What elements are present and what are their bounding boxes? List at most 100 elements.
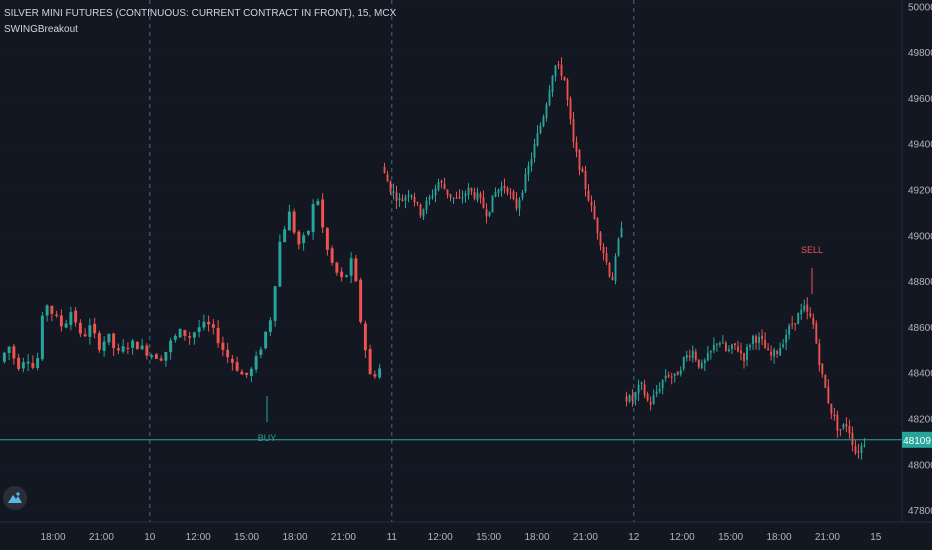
candle[interactable] [249, 366, 253, 382]
candle[interactable] [207, 315, 211, 332]
candle[interactable] [691, 345, 694, 363]
candle[interactable] [655, 385, 658, 398]
candle[interactable] [416, 201, 419, 206]
candle[interactable] [2, 351, 6, 364]
candle[interactable] [548, 85, 551, 107]
candle[interactable] [302, 232, 306, 251]
indicator-name[interactable]: SWINGBreakout [4, 24, 78, 35]
candle[interactable] [297, 229, 301, 250]
time-axis[interactable]: 18:00 21:00 10 12:00 15:00 18:00 21:00 11 12:00 1… [0, 521, 932, 543]
candle[interactable] [821, 363, 824, 378]
candle[interactable] [779, 342, 782, 356]
candle[interactable] [637, 379, 640, 402]
candle[interactable] [268, 317, 272, 336]
candle[interactable] [126, 342, 130, 355]
candle[interactable] [824, 374, 827, 389]
candle[interactable] [363, 320, 367, 358]
candle[interactable] [226, 342, 230, 363]
candle[interactable] [330, 245, 334, 266]
candle[interactable] [494, 187, 497, 198]
candle[interactable] [842, 423, 845, 430]
candle[interactable] [812, 313, 815, 329]
candle[interactable] [55, 310, 59, 318]
candle[interactable] [188, 331, 192, 345]
candle[interactable] [643, 379, 646, 399]
candle[interactable] [727, 345, 730, 353]
candle[interactable] [854, 439, 857, 456]
candle[interactable] [860, 442, 863, 460]
candle[interactable] [673, 373, 676, 383]
candle[interactable] [443, 177, 446, 190]
candle[interactable] [605, 246, 608, 265]
candle[interactable] [527, 161, 530, 182]
candle[interactable] [752, 334, 754, 350]
candle[interactable] [59, 309, 63, 332]
candle[interactable] [721, 334, 724, 344]
candle[interactable] [410, 194, 413, 200]
candle[interactable] [392, 183, 395, 200]
candle[interactable] [551, 75, 554, 97]
candle[interactable] [93, 317, 97, 339]
candle[interactable] [458, 189, 461, 200]
candle[interactable] [278, 234, 282, 288]
candle[interactable] [340, 267, 344, 282]
candle[interactable] [679, 366, 682, 377]
candle[interactable] [45, 304, 49, 322]
candle[interactable] [664, 369, 667, 382]
candle[interactable] [587, 184, 590, 202]
candle[interactable] [292, 208, 296, 235]
candle[interactable] [500, 181, 503, 197]
candle[interactable] [634, 391, 637, 406]
candle[interactable] [809, 307, 812, 319]
candle[interactable] [31, 355, 35, 370]
candle[interactable] [449, 193, 452, 202]
candle[interactable] [596, 217, 599, 240]
candle[interactable] [857, 444, 860, 459]
candle[interactable] [389, 180, 392, 195]
candle[interactable] [395, 185, 398, 209]
candle[interactable] [202, 314, 206, 331]
candle[interactable] [64, 319, 68, 329]
candle[interactable] [569, 96, 572, 125]
candle[interactable] [718, 341, 721, 348]
candle[interactable] [116, 343, 120, 355]
candle[interactable] [404, 194, 407, 209]
candle[interactable] [827, 379, 830, 405]
candle[interactable] [697, 359, 700, 370]
candle[interactable] [7, 346, 11, 361]
candle[interactable] [482, 190, 485, 209]
candle[interactable] [782, 339, 785, 349]
candle[interactable] [140, 338, 144, 351]
candle[interactable] [470, 187, 473, 195]
candle[interactable] [425, 196, 428, 215]
candle[interactable] [755, 334, 757, 350]
candle[interactable] [386, 170, 389, 182]
candle[interactable] [17, 353, 21, 371]
candle[interactable] [524, 168, 527, 193]
candle[interactable] [578, 149, 581, 176]
candle[interactable] [150, 353, 154, 360]
candle[interactable] [758, 332, 760, 351]
candle[interactable] [419, 203, 422, 218]
candle[interactable] [845, 417, 848, 433]
candle[interactable] [767, 343, 770, 351]
candle[interactable] [620, 221, 623, 238]
candle[interactable] [21, 357, 25, 373]
candle[interactable] [602, 243, 605, 261]
candle[interactable] [283, 226, 287, 243]
candle[interactable] [407, 189, 410, 203]
candle[interactable] [658, 382, 661, 394]
candle[interactable] [530, 152, 533, 172]
candle[interactable] [461, 190, 464, 204]
candle[interactable] [216, 320, 220, 348]
candle[interactable] [806, 297, 809, 320]
candle[interactable] [521, 189, 524, 201]
candle[interactable] [311, 199, 315, 240]
candle[interactable] [731, 343, 733, 354]
candle[interactable] [682, 356, 685, 372]
candle[interactable] [575, 136, 578, 158]
candle[interactable] [593, 200, 596, 220]
candle[interactable] [743, 352, 745, 369]
candle[interactable] [830, 403, 833, 420]
candles[interactable] [2, 57, 866, 460]
